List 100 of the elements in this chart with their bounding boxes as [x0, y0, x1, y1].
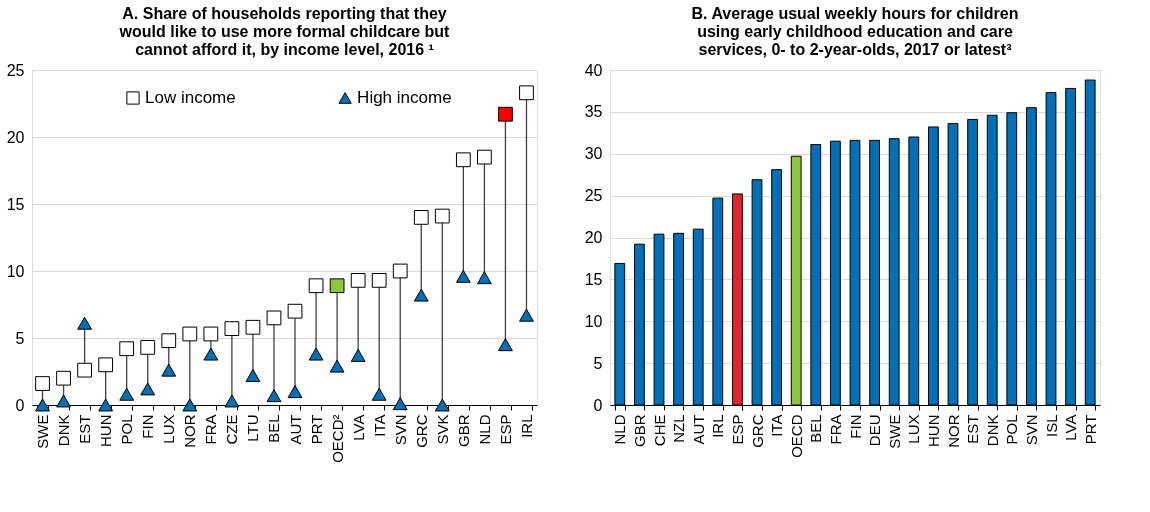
x-tick-label: FIN	[846, 414, 864, 439]
x-tick-label: ITA	[768, 414, 786, 437]
x-tick-label: CHE	[650, 414, 668, 447]
point	[413, 210, 429, 225]
y-tick-label: 25	[584, 187, 603, 205]
x-tick-label: GBR	[630, 414, 648, 448]
point	[140, 382, 156, 396]
y-tick-label: 0	[15, 396, 25, 414]
point	[329, 359, 345, 373]
x-tick-label: IRL	[517, 414, 535, 438]
x-tick-label: SWE	[885, 414, 903, 449]
point	[519, 308, 534, 322]
x-tick-label: ISL	[1042, 414, 1060, 438]
x-tick-label: NLD	[475, 414, 493, 445]
point	[119, 387, 135, 401]
x-tick-label: LTU	[244, 414, 262, 442]
x-tick-label: HUN	[924, 414, 942, 447]
point	[98, 357, 114, 373]
chart-title: B. Average usual weekly hours for children using early childhood education and care services, 0- to 2-year-olds, 2017 or latest³	[691, 5, 1019, 58]
point	[455, 152, 471, 168]
y-tick-label: 15	[584, 270, 603, 288]
x-tick-label: SWE	[34, 414, 52, 449]
x-tick-label: LVA	[349, 414, 367, 441]
x-tick-label: CZE	[223, 414, 241, 445]
point	[56, 370, 71, 386]
x-tick-label: LVA	[1062, 414, 1080, 441]
point	[182, 326, 198, 342]
point	[350, 348, 366, 362]
y-tick-label: 5	[15, 329, 25, 347]
point	[266, 389, 282, 403]
point	[224, 394, 240, 408]
point	[434, 208, 450, 224]
point	[245, 369, 261, 382]
y-tick-label: 40	[584, 61, 603, 79]
x-tick-label: SVN	[1022, 414, 1040, 446]
point	[287, 385, 303, 399]
x-tick-label: GRC	[412, 414, 430, 448]
point	[308, 278, 324, 294]
point	[140, 339, 156, 355]
x-tick-label: GBR	[454, 414, 472, 448]
point	[224, 321, 240, 337]
y-tick-label: 30	[584, 145, 603, 163]
x-tick-label: OECD	[787, 414, 805, 458]
legend-label: High income	[357, 88, 452, 107]
x-tick-label: LUX	[905, 414, 923, 444]
x-tick-label: BEL	[265, 414, 283, 443]
point	[182, 398, 198, 412]
point	[203, 347, 219, 361]
point	[119, 341, 135, 357]
y-tick-label: 25	[6, 61, 25, 79]
point	[77, 316, 92, 330]
x-tick-label: PRT	[307, 414, 325, 445]
x-tick-label: NOR	[181, 414, 199, 448]
point	[329, 278, 345, 294]
point	[35, 376, 50, 391]
point	[434, 398, 450, 412]
y-tick-label: 0	[593, 396, 603, 414]
point	[413, 288, 429, 302]
point	[308, 347, 324, 361]
x-tick-label: SVK	[433, 414, 451, 445]
y-tick-label: 20	[584, 229, 603, 246]
point	[477, 149, 492, 165]
y-tick-label: 10	[6, 262, 25, 280]
point	[392, 263, 408, 279]
x-tick-label: DNK	[55, 414, 73, 447]
point	[56, 394, 71, 408]
legend-label: Low income	[145, 88, 236, 107]
point	[455, 269, 471, 283]
point	[519, 85, 534, 101]
x-tick-label: DEU	[866, 414, 884, 447]
x-tick-label: FIN	[139, 414, 157, 439]
point	[35, 398, 50, 412]
point	[98, 398, 114, 412]
point	[287, 303, 303, 319]
x-tick-label: EST	[964, 414, 982, 444]
y-tick-label: 15	[6, 195, 25, 213]
x-tick-label: ESP	[728, 414, 746, 445]
chart-title: A. Share of households reporting that they would like to use more formal childcare but cannot afford it, by income level, 2016 ¹	[118, 5, 451, 58]
x-tick-label: IRL	[709, 414, 727, 438]
point	[498, 106, 513, 122]
point	[203, 326, 219, 342]
x-tick-label: DNK	[983, 414, 1001, 447]
x-tick-label: ITA	[370, 414, 388, 437]
x-tick-label: SVN	[391, 414, 409, 446]
point	[77, 362, 92, 378]
point	[371, 387, 387, 401]
x-tick-label: NOR	[944, 414, 962, 448]
x-tick-label: NLD	[611, 414, 629, 445]
y-tick-label: 35	[584, 103, 603, 121]
x-tick-label: AUT	[286, 414, 304, 445]
x-tick-label: LUX	[160, 414, 178, 444]
point	[371, 272, 387, 288]
x-tick-label: POL	[118, 414, 136, 445]
x-tick-label: POL	[1003, 414, 1021, 445]
x-tick-label: PRT	[1081, 414, 1099, 445]
x-tick-label: OECD²	[328, 414, 346, 463]
x-tick-label: NZL	[670, 414, 688, 443]
point	[477, 271, 492, 285]
point	[245, 319, 261, 335]
x-tick-label: FRA	[202, 414, 220, 445]
